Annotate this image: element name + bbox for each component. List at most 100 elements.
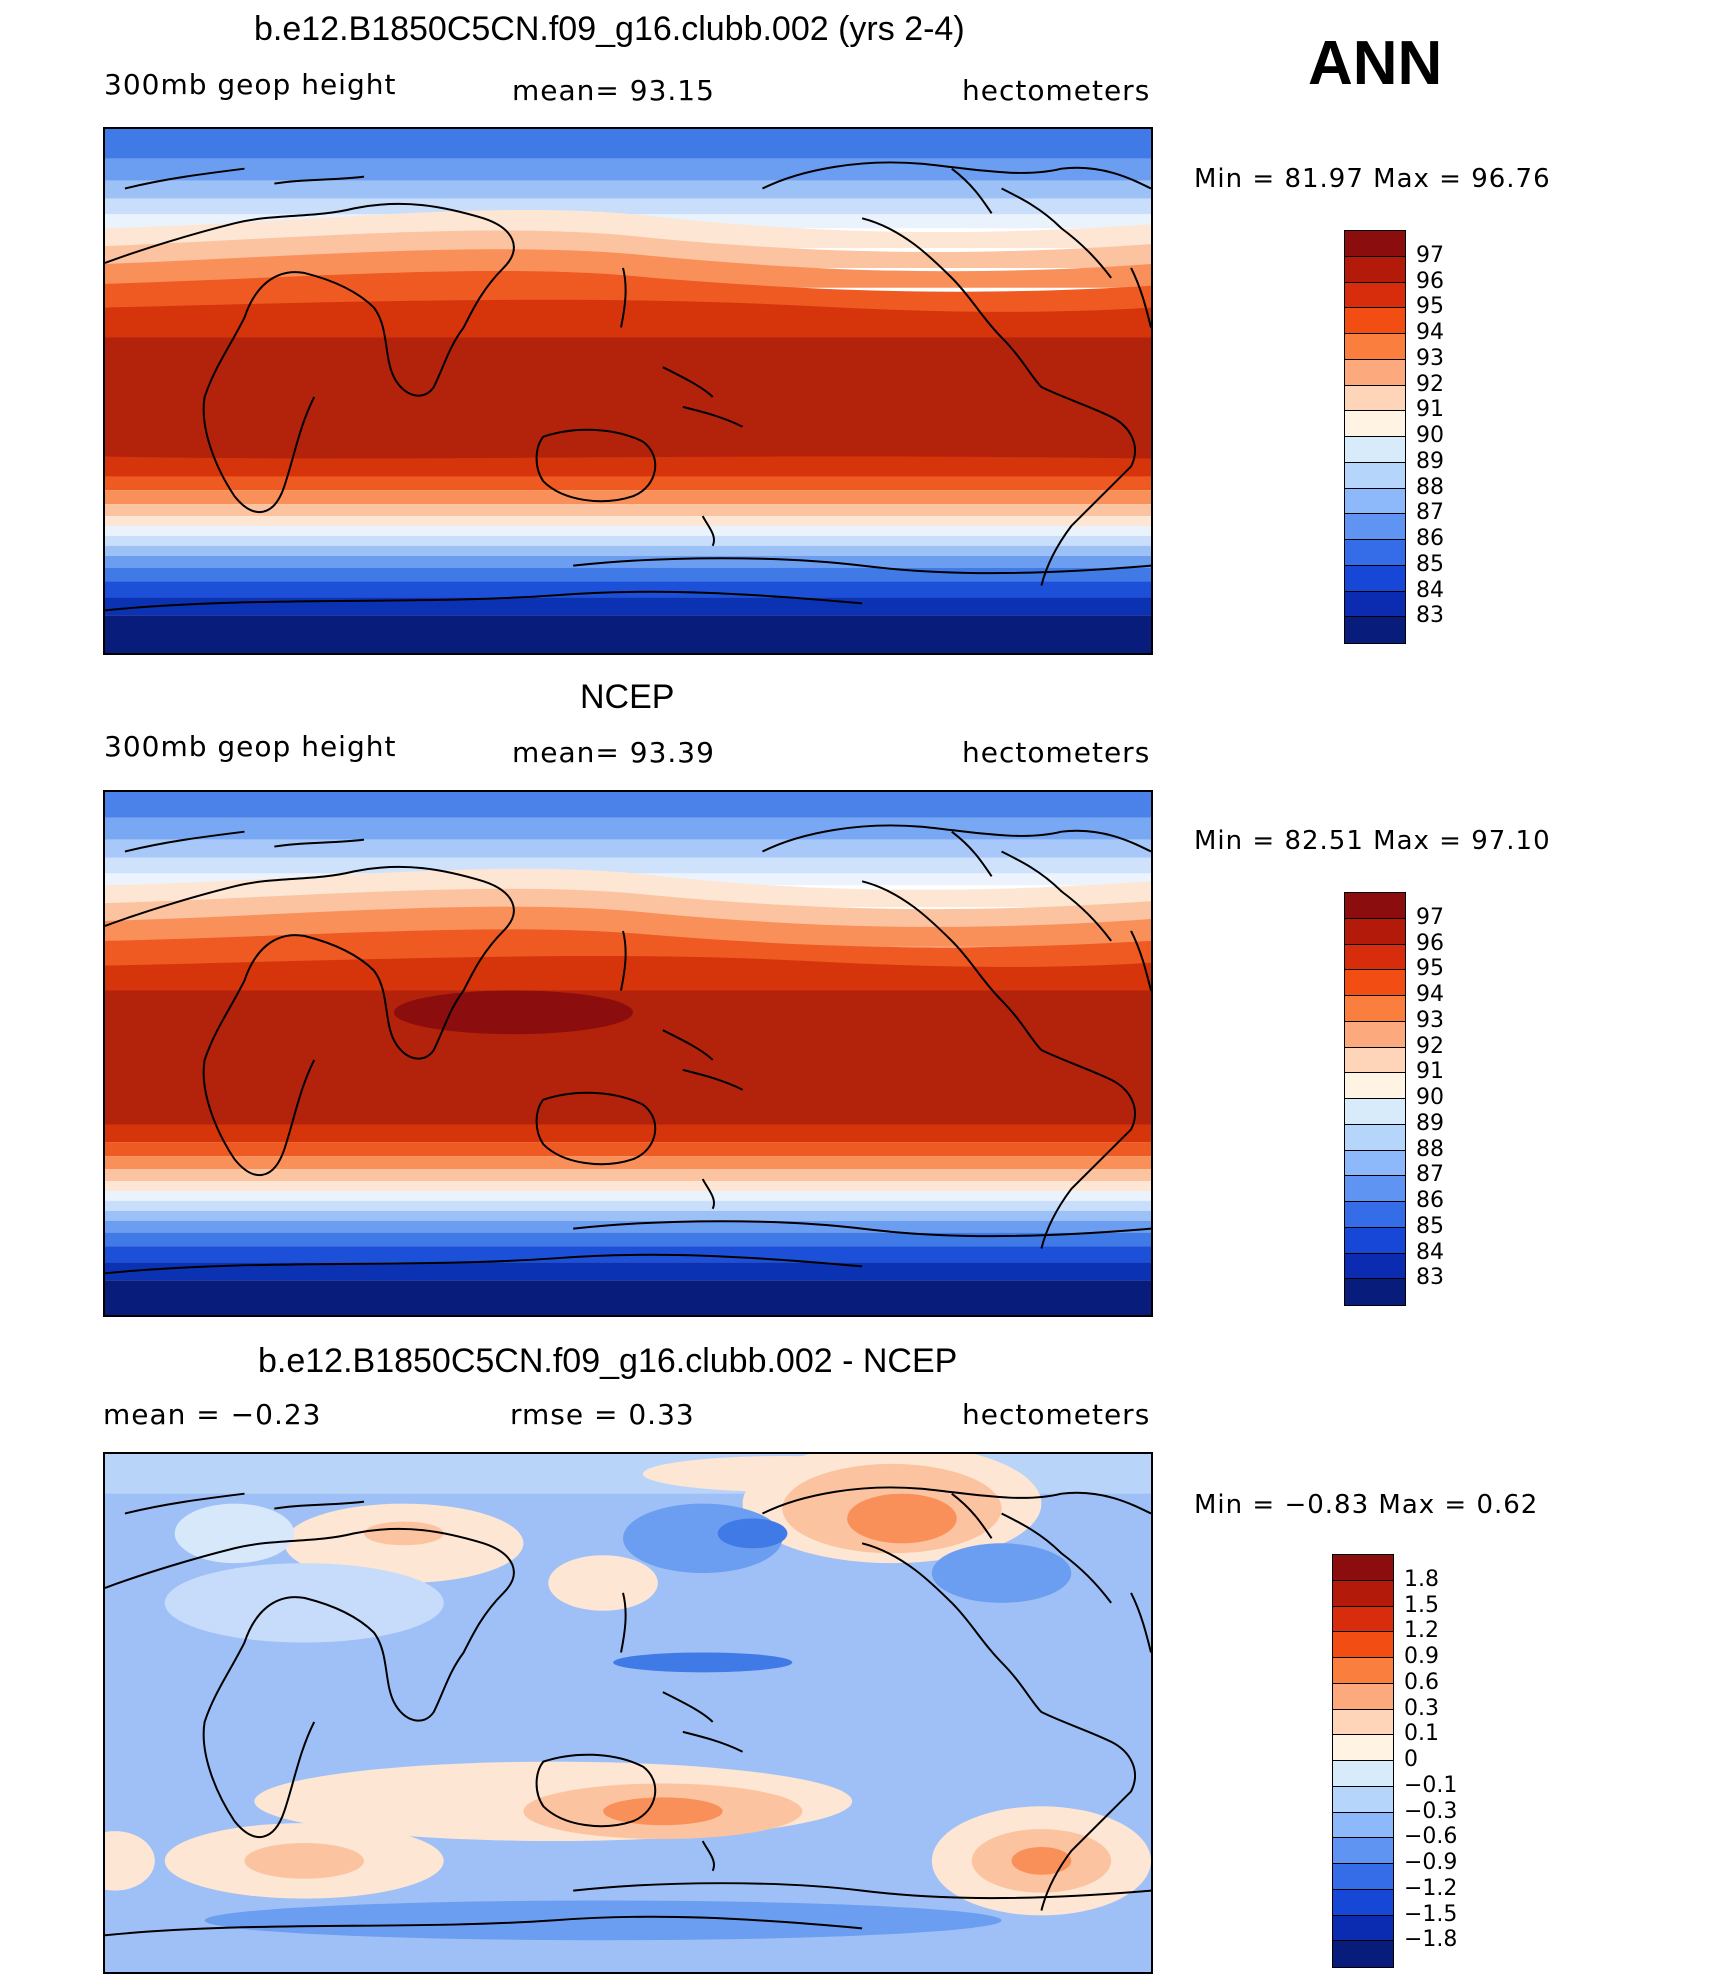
panel-2-title: NCEP	[580, 678, 675, 716]
colorbar-tick-label: 85	[1416, 551, 1444, 577]
colorbar-tick-label: 88	[1416, 474, 1444, 500]
colorbar-swatch	[1333, 1864, 1393, 1890]
colorbar-swatch	[1345, 1150, 1405, 1177]
colorbar-swatch	[1345, 256, 1405, 283]
colorbar-tick-label: 1.5	[1404, 1592, 1439, 1618]
colorbar-swatch	[1345, 514, 1405, 540]
colorbar-tick-label: 1.2	[1404, 1618, 1439, 1644]
panel-2-colorbar	[1344, 892, 1406, 1306]
colorbar-swatch	[1345, 1279, 1405, 1305]
colorbar-tick-label: −0.1	[1404, 1772, 1458, 1798]
panel-2-variable-label: 300mb geop height	[104, 730, 397, 763]
colorbar-tick-label: 83	[1416, 1265, 1444, 1291]
panel-3-units-label: hectometers	[962, 1398, 1151, 1431]
colorbar-tick-label: 0.1	[1404, 1721, 1439, 1747]
colorbar-swatch	[1333, 1838, 1393, 1864]
colorbar-swatch	[1345, 1021, 1405, 1048]
colorbar-swatch	[1333, 1812, 1393, 1839]
colorbar-swatch	[1345, 462, 1405, 489]
colorbar-swatch	[1345, 893, 1405, 919]
panel-1-map	[103, 127, 1153, 655]
season-label: ANN	[1308, 29, 1443, 98]
colorbar-tick-label: 84	[1416, 577, 1444, 603]
panel-3-mean-label: mean = −0.23	[103, 1398, 322, 1431]
panel-2-min-max: Min = 82.51 Max = 97.10	[1194, 826, 1551, 856]
colorbar-tick-label: 1.8	[1404, 1566, 1439, 1592]
colorbar-tick-label: 96	[1416, 268, 1444, 294]
colorbar-tick-label: 96	[1416, 930, 1444, 956]
colorbar-tick-label: 91	[1416, 397, 1444, 423]
colorbar-tick-label: 86	[1416, 1188, 1444, 1213]
colorbar-swatch	[1345, 617, 1405, 643]
colorbar-swatch	[1345, 918, 1405, 945]
colorbar-swatch	[1333, 1683, 1393, 1710]
colorbar-tick-label: 90	[1416, 1085, 1444, 1110]
colorbar-tick-label: 87	[1416, 500, 1444, 526]
colorbar-swatch	[1345, 1047, 1405, 1074]
colorbar-tick-label: 0	[1404, 1747, 1418, 1772]
colorbar-swatch	[1333, 1735, 1393, 1761]
panel-3-title: b.e12.B1850C5CN.f09_g16.clubb.002 - NCEP	[258, 1342, 958, 1380]
panel-2-map	[103, 790, 1153, 1317]
colorbar-swatch	[1345, 308, 1405, 334]
colorbar-tick-label: 93	[1416, 1007, 1444, 1033]
colorbar-tick-label: 88	[1416, 1136, 1444, 1162]
colorbar-tick-label: 89	[1416, 1110, 1444, 1136]
colorbar-swatch	[1345, 565, 1405, 592]
colorbar-tick-label: 0.3	[1404, 1695, 1439, 1721]
colorbar-tick-label: 92	[1416, 371, 1444, 397]
colorbar-swatch	[1345, 944, 1405, 971]
colorbar-tick-label: 83	[1416, 603, 1444, 629]
colorbar-tick-label: −1.5	[1404, 1901, 1458, 1927]
colorbar-swatch	[1345, 1099, 1405, 1125]
colorbar-swatch	[1345, 540, 1405, 566]
colorbar-tick-label: 91	[1416, 1059, 1444, 1085]
colorbar-swatch	[1345, 385, 1405, 412]
colorbar-tick-label: 94	[1416, 982, 1444, 1007]
colorbar-tick-label: 95	[1416, 294, 1444, 320]
colorbar-swatch	[1345, 359, 1405, 386]
panel-1-mean-label: mean= 93.15	[512, 74, 715, 107]
colorbar-tick-label: 85	[1416, 1213, 1444, 1239]
panel-3-colorbar	[1332, 1554, 1394, 1968]
panel-2-mean-label: mean= 93.39	[512, 736, 715, 769]
colorbar-tick-label: 97	[1416, 904, 1444, 930]
colorbar-tick-label: 0.6	[1404, 1669, 1439, 1695]
panel-3-rmse-label: rmse = 0.33	[510, 1398, 695, 1431]
colorbar-swatch	[1345, 231, 1405, 257]
colorbar-swatch	[1345, 1124, 1405, 1151]
colorbar-swatch	[1333, 1632, 1393, 1658]
colorbar-tick-label: 89	[1416, 448, 1444, 474]
colorbar-tick-label: 86	[1416, 526, 1444, 551]
colorbar-tick-label: 87	[1416, 1162, 1444, 1188]
colorbar-swatch	[1345, 437, 1405, 463]
panel-1-units-label: hectometers	[962, 74, 1151, 107]
panel-3-min-max: Min = −0.83 Max = 0.62	[1194, 1490, 1539, 1520]
colorbar-swatch	[1333, 1658, 1393, 1684]
colorbar-swatch	[1333, 1709, 1393, 1736]
panel-3-map	[103, 1452, 1153, 1974]
colorbar-swatch	[1345, 334, 1405, 360]
colorbar-tick-label: −0.3	[1404, 1798, 1458, 1824]
colorbar-tick-label: 94	[1416, 320, 1444, 345]
colorbar-swatch	[1345, 488, 1405, 515]
colorbar-swatch	[1345, 282, 1405, 309]
colorbar-tick-label: −0.9	[1404, 1850, 1458, 1875]
colorbar-swatch	[1345, 1253, 1405, 1280]
colorbar-swatch	[1345, 996, 1405, 1022]
colorbar-swatch	[1333, 1786, 1393, 1813]
colorbar-swatch	[1333, 1915, 1393, 1942]
colorbar-tick-label: 97	[1416, 242, 1444, 268]
colorbar-swatch	[1333, 1606, 1393, 1633]
panel-1-variable-label: 300mb geop height	[104, 68, 397, 101]
colorbar-swatch	[1345, 411, 1405, 437]
colorbar-swatch	[1333, 1555, 1393, 1581]
colorbar-tick-label: 84	[1416, 1239, 1444, 1265]
panel-1-min-max: Min = 81.97 Max = 96.76	[1194, 164, 1551, 194]
colorbar-tick-label: 90	[1416, 423, 1444, 448]
colorbar-tick-label: 92	[1416, 1033, 1444, 1059]
colorbar-swatch	[1345, 1227, 1405, 1254]
colorbar-swatch	[1345, 1202, 1405, 1228]
colorbar-tick-label: −1.8	[1404, 1927, 1458, 1953]
colorbar-swatch	[1333, 1580, 1393, 1607]
